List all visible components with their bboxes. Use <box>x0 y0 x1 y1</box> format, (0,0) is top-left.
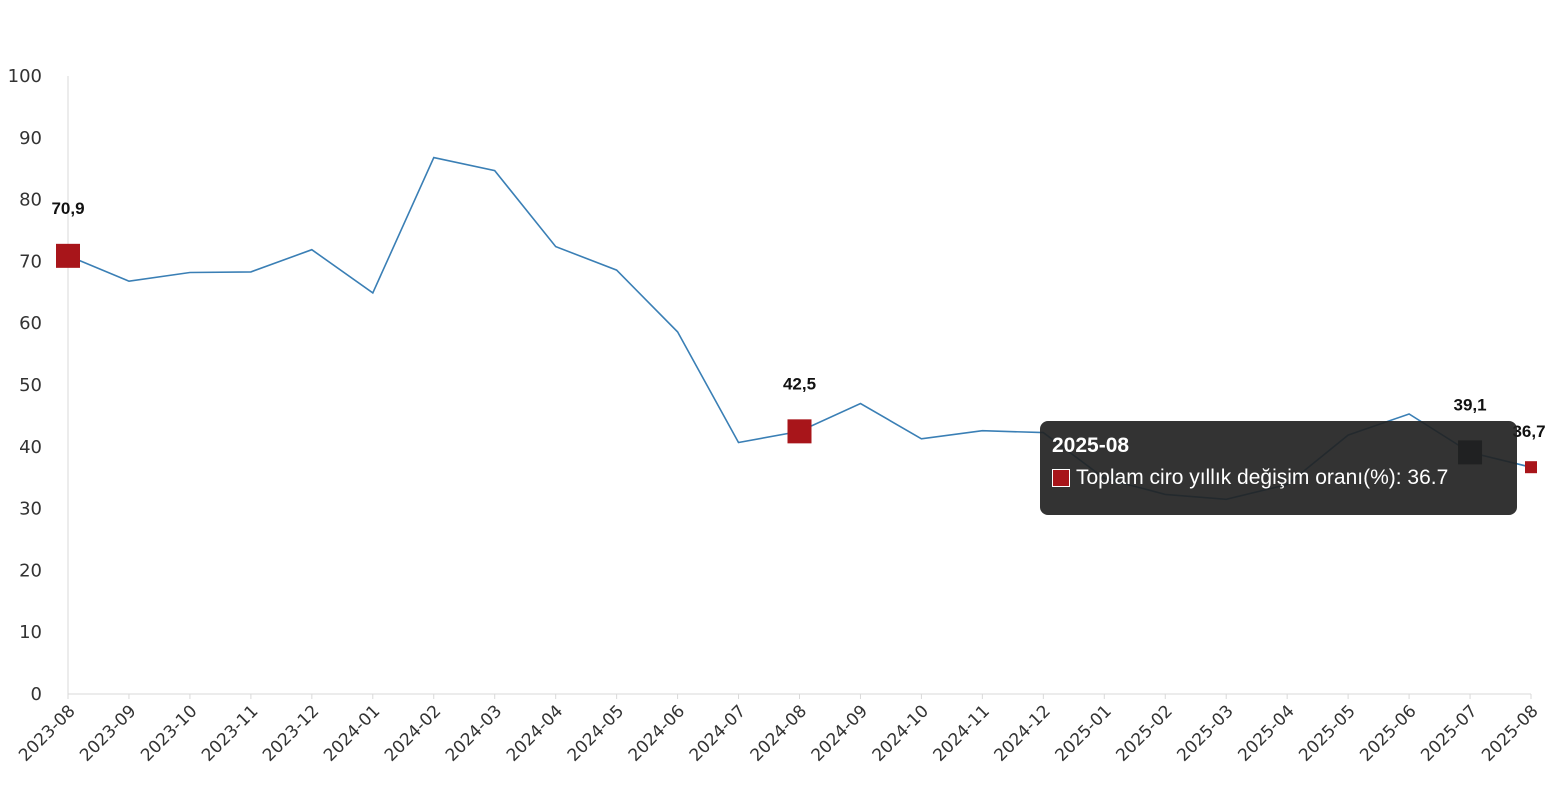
x-tick-label: 2025-01 <box>1051 701 1115 765</box>
y-tick-label: 30 <box>19 499 42 520</box>
x-tick-label: 2025-04 <box>1234 701 1298 765</box>
data-label: 70,9 <box>51 199 84 218</box>
x-axis-ticks: 2023-082023-092023-102023-112023-122024-… <box>15 694 1543 766</box>
x-tick-label: 2025-02 <box>1112 701 1176 765</box>
x-tick-label: 2025-06 <box>1356 701 1420 765</box>
x-tick-label: 2025-08 <box>1478 701 1542 765</box>
data-label: 36,7 <box>1512 422 1545 441</box>
y-tick-label: 80 <box>19 190 42 211</box>
tooltip-title: 2025-08 <box>1052 434 1130 457</box>
x-tick-label: 2024-02 <box>381 701 445 765</box>
x-tick-label: 2023-11 <box>198 701 262 765</box>
data-label: 39,1 <box>1453 395 1486 414</box>
x-tick-label: 2024-01 <box>320 701 384 765</box>
x-tick-label: 2023-12 <box>259 701 323 765</box>
x-tick-label: 2024-11 <box>930 701 994 765</box>
x-tick-label: 2024-12 <box>991 701 1055 765</box>
highlight-marker[interactable] <box>56 243 80 268</box>
y-tick-label: 40 <box>19 437 42 458</box>
y-tick-label: 0 <box>31 684 42 705</box>
y-tick-label: 90 <box>19 128 42 149</box>
y-axis-ticks: 0 10 20 30 40 50 60 70 80 90 100 <box>8 66 42 705</box>
tooltip-series-swatch <box>1052 469 1070 487</box>
x-tick-label: 2025-03 <box>1173 701 1237 765</box>
x-tick-label: 2024-08 <box>747 701 811 765</box>
highlight-marker[interactable] <box>787 419 812 444</box>
x-tick-label: 2024-03 <box>442 701 506 765</box>
x-tick-label: 2025-07 <box>1417 701 1481 765</box>
tooltip-row: Toplam ciro yıllık değişim oranı(%): 36.… <box>1052 465 1505 491</box>
tooltip-text: Toplam ciro yıllık değişim oranı(%): 36.… <box>1076 466 1449 489</box>
y-tick-label: 20 <box>19 560 42 581</box>
x-tick-label: 2024-04 <box>503 701 567 765</box>
x-tick-label: 2025-05 <box>1295 701 1359 765</box>
y-tick-label: 50 <box>19 375 42 396</box>
data-labels: 70,9 42,5 39,1 36,7 <box>51 199 1545 441</box>
x-tick-label: 2024-05 <box>564 701 628 765</box>
x-tick-label: 2024-07 <box>686 701 750 765</box>
y-tick-label: 100 <box>8 66 42 87</box>
chart-tooltip: 2025-08 Toplam ciro yıllık değişim oranı… <box>1040 421 1517 515</box>
x-tick-label: 2024-06 <box>625 701 689 765</box>
data-label: 42,5 <box>783 374 816 393</box>
y-tick-label: 70 <box>19 251 42 272</box>
y-tick-label: 10 <box>19 622 42 643</box>
x-tick-label: 2023-10 <box>137 701 201 765</box>
y-tick-label: 60 <box>19 313 42 334</box>
x-tick-label: 2023-09 <box>76 701 140 765</box>
x-tick-label: 2023-08 <box>15 701 79 765</box>
x-tick-label: 2024-10 <box>869 701 933 765</box>
x-tick-label: 2024-09 <box>808 701 872 765</box>
highlight-marker[interactable] <box>1525 461 1537 474</box>
